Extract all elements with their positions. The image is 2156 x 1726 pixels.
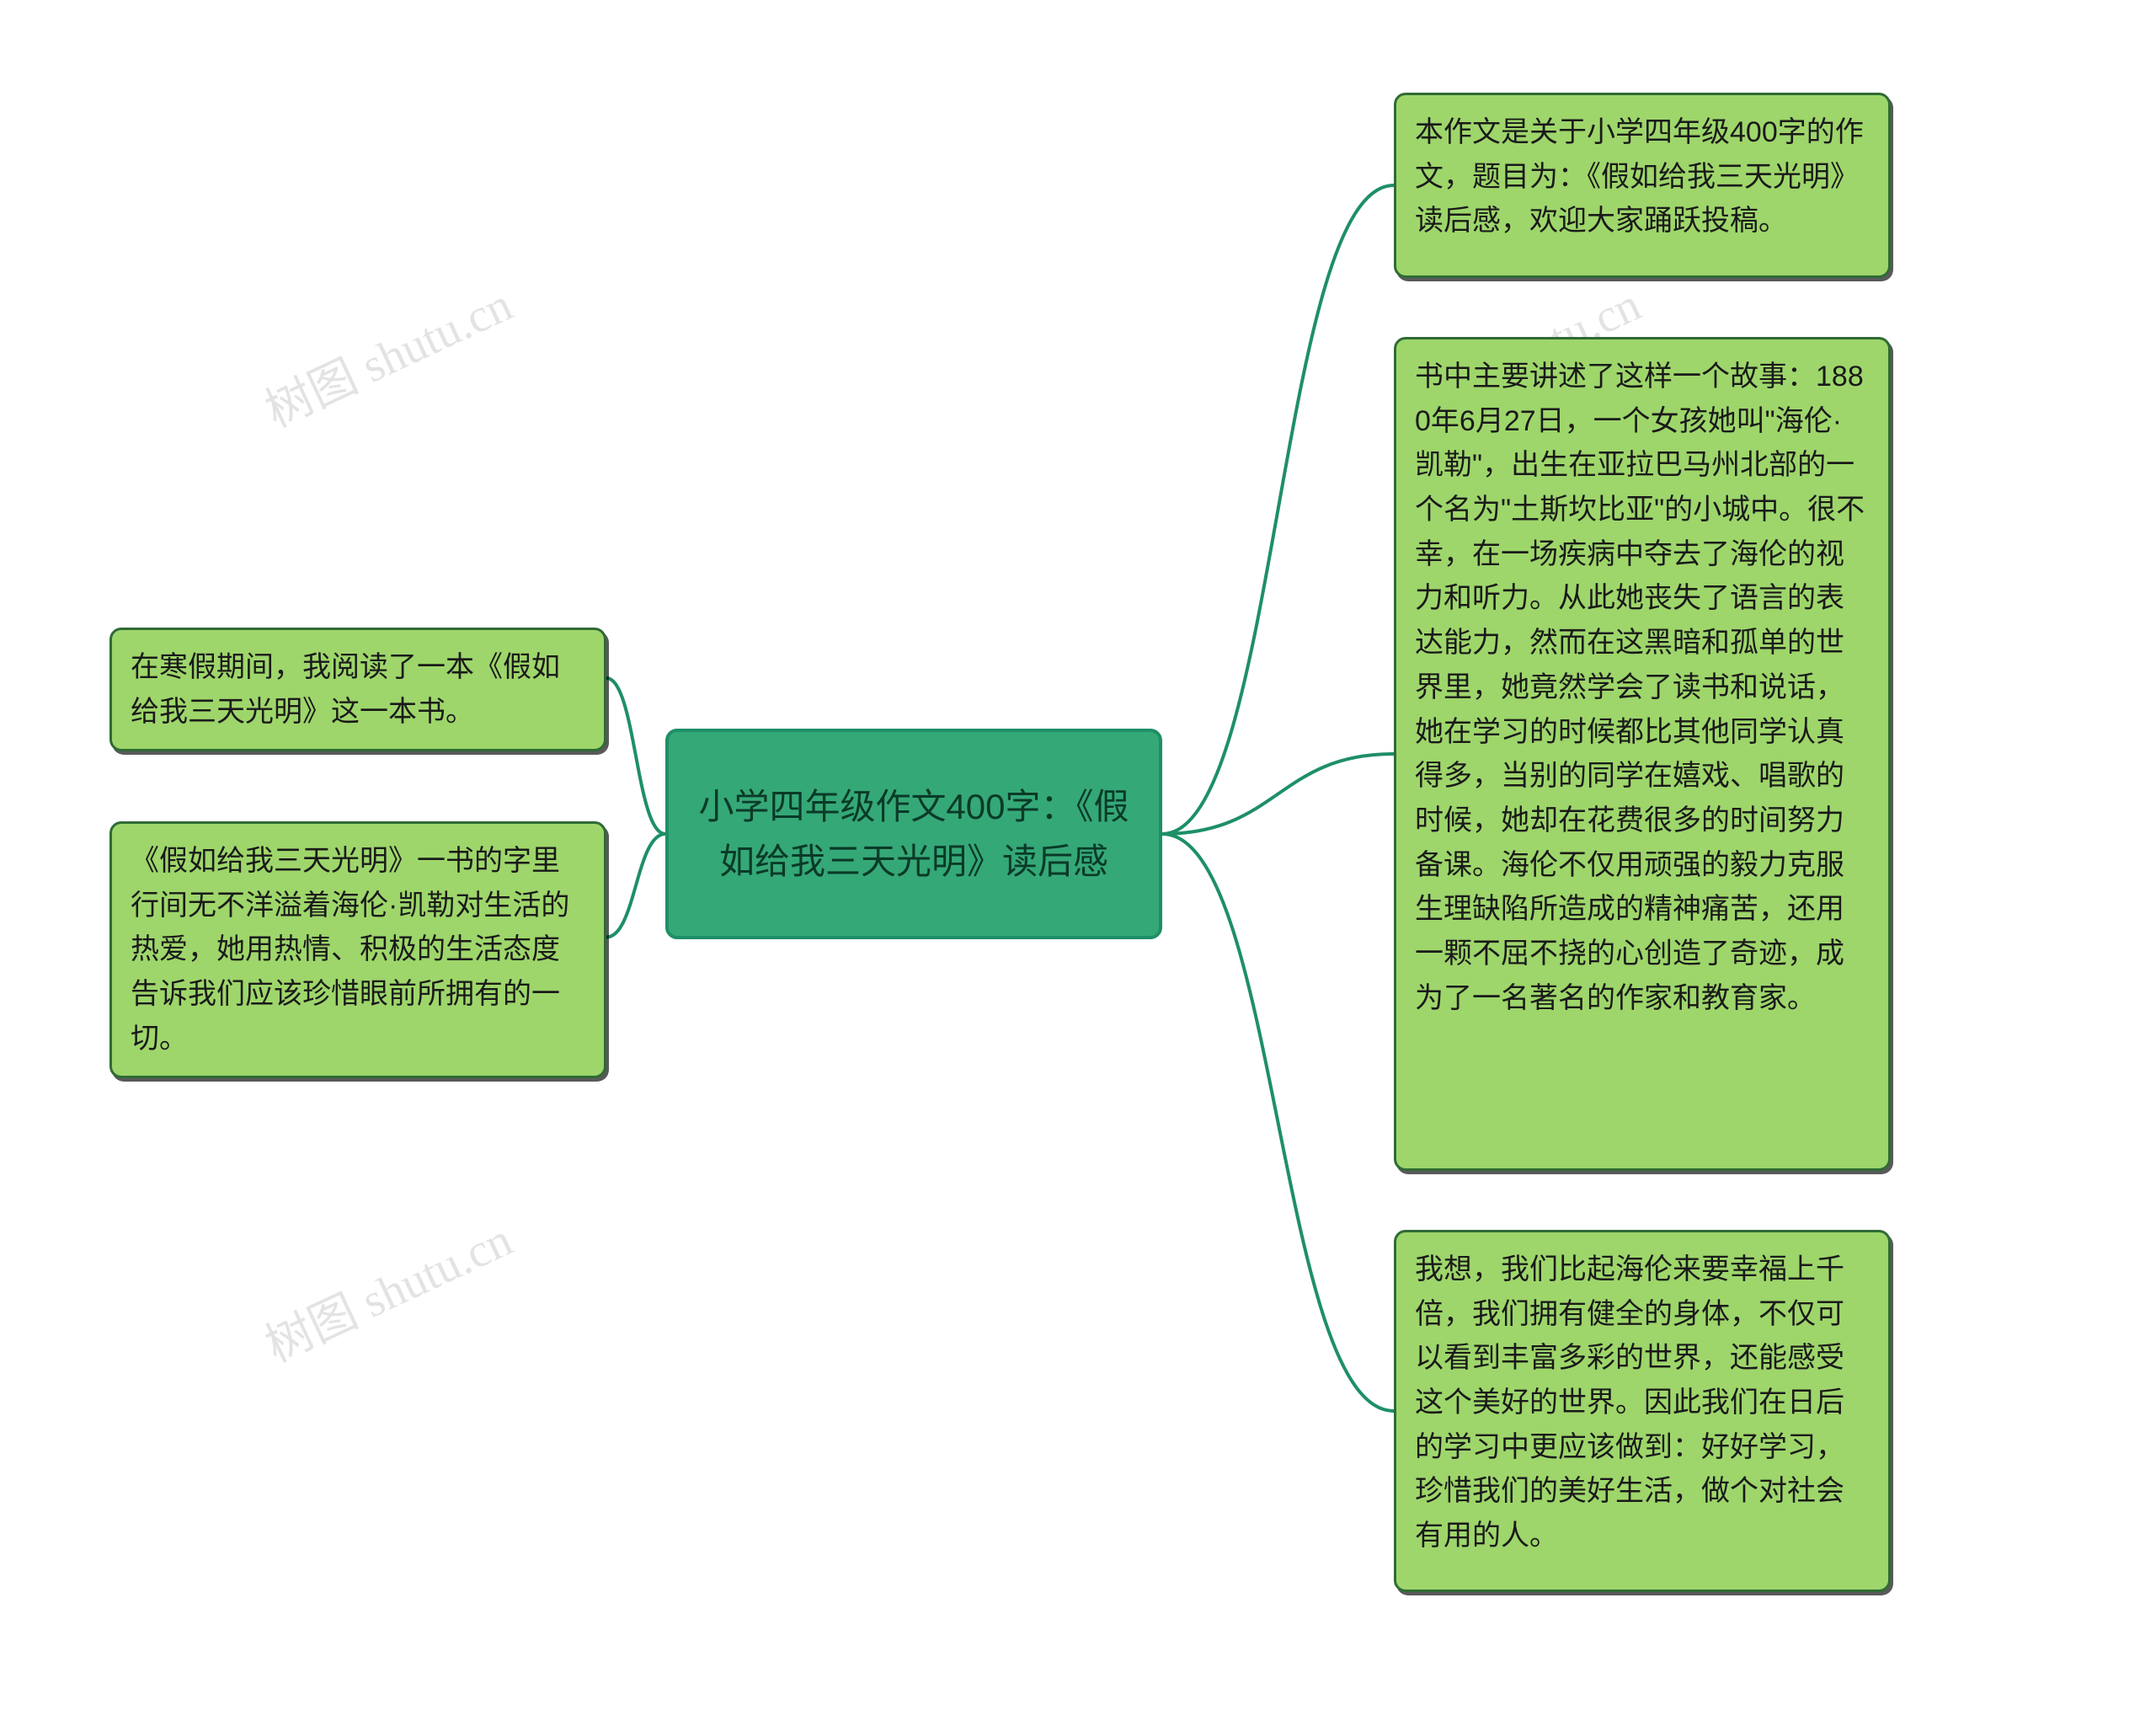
child-node-l2[interactable]: 《假如给我三天光明》一书的字里行间无不洋溢着海伦·凯勒对生活的热爱，她用热情、积… — [109, 821, 606, 1078]
watermark: 树图 shutu.cn — [253, 1202, 521, 1376]
connector — [1162, 834, 1394, 1411]
child-node-l1[interactable]: 在寒假期间，我阅读了一本《假如给我三天光明》这一本书。 — [109, 628, 606, 751]
center-node[interactable]: 小学四年级作文400字：《假如给我三天光明》读后感 — [665, 729, 1162, 939]
connector — [1162, 185, 1394, 834]
child-node-r2[interactable]: 书中主要讲述了这样一个故事：1880年6月27日，一个女孩她叫"海伦·凯勒"，出… — [1394, 337, 1891, 1171]
watermark: 树图 shutu.cn — [253, 267, 521, 441]
child-node-r1[interactable]: 本作文是关于小学四年级400字的作文，题目为：《假如给我三天光明》读后感，欢迎大… — [1394, 93, 1891, 278]
connector — [606, 834, 665, 938]
child-node-r3[interactable]: 我想，我们比起海伦来要幸福上千倍，我们拥有健全的身体，不仅可以看到丰富多彩的世界… — [1394, 1230, 1891, 1592]
connector — [1162, 754, 1394, 834]
connector — [606, 678, 665, 834]
mindmap-canvas: 树图 shutu.cn树图 shutu.cn树图 shutu.cn树图 shut… — [0, 0, 2156, 1726]
